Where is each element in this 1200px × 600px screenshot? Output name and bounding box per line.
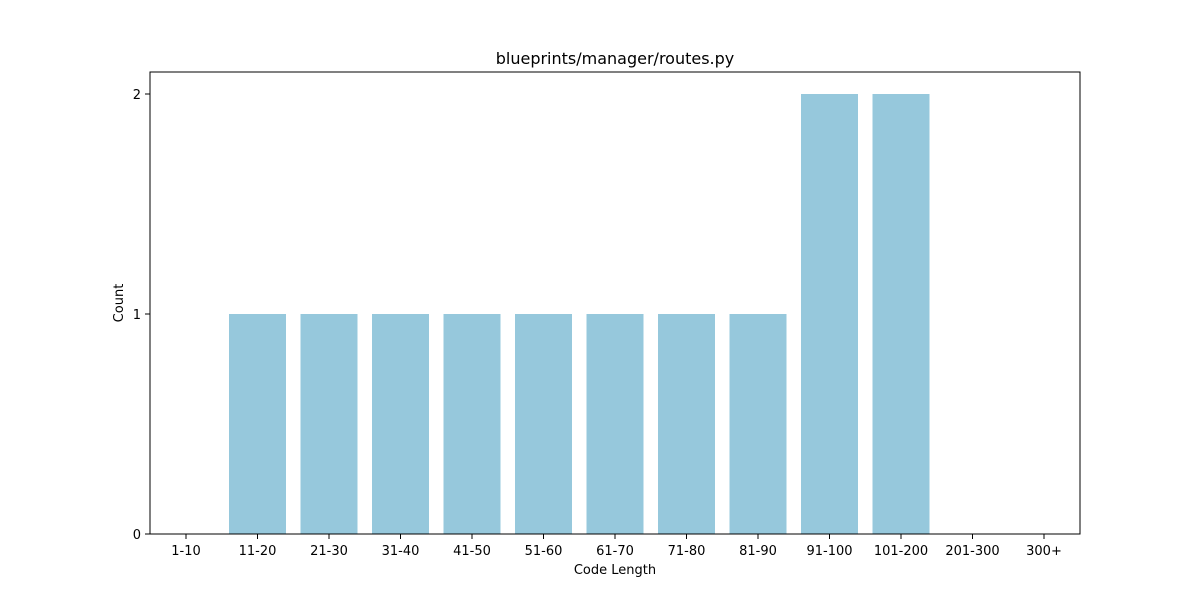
x-tick-label: 81-90 <box>739 544 777 559</box>
x-tick-label: 41-50 <box>453 544 491 559</box>
x-tick-label: 11-20 <box>239 544 277 559</box>
bar-101-200 <box>872 94 930 534</box>
bar-51-60 <box>515 314 572 534</box>
x-tick-label: 201-300 <box>945 544 999 559</box>
bar-81-90 <box>729 314 787 534</box>
x-axis-ticks: 1-10 11-20 21-30 31-40 41-50 51-60 61-70 71-80 8… <box>171 534 1062 559</box>
x-tick-label: 300+ <box>1026 544 1062 559</box>
bar-31-40 <box>372 314 429 534</box>
bar-61-70 <box>586 314 644 534</box>
x-tick-label: 71-80 <box>668 544 706 559</box>
chart-title: blueprints/manager/routes.py <box>496 49 735 68</box>
bar-group <box>229 94 930 534</box>
x-tick-label: 31-40 <box>382 544 420 559</box>
x-tick-label: 101-200 <box>874 544 928 559</box>
bar-71-80 <box>658 314 715 534</box>
y-tick-label: 2 <box>133 88 141 103</box>
bar-21-30 <box>300 314 358 534</box>
y-tick-label: 0 <box>133 528 141 543</box>
x-axis-label: Code Length <box>574 563 656 578</box>
y-axis-ticks: 0 1 2 <box>133 88 150 543</box>
x-tick-label: 21-30 <box>310 544 348 559</box>
bar-41-50 <box>443 314 501 534</box>
x-tick-label: 1-10 <box>171 544 201 559</box>
y-tick-label: 1 <box>133 308 141 323</box>
bar-11-20 <box>229 314 286 534</box>
x-tick-label: 91-100 <box>806 544 852 559</box>
x-tick-label: 61-70 <box>596 544 634 559</box>
bar-91-100 <box>801 94 858 534</box>
y-axis-label: Count <box>112 284 127 323</box>
x-tick-label: 51-60 <box>525 544 563 559</box>
